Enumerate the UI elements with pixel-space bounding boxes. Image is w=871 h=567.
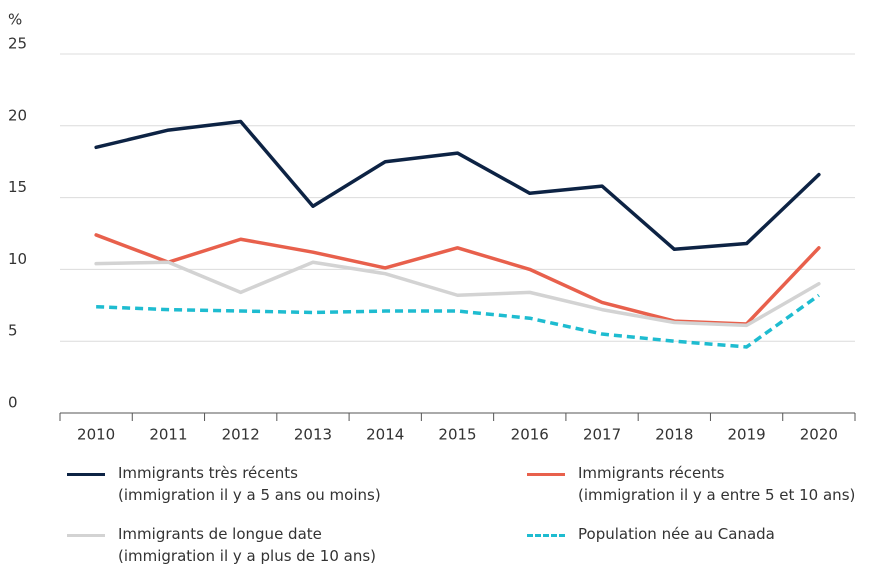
x-tick-label: 2018: [655, 426, 693, 441]
series-line: [96, 293, 820, 349]
y-tick-label: 5: [8, 322, 18, 340]
legend-label: Immigrants récents (immigration il y a e…: [578, 464, 856, 504]
y-axis-label: %: [8, 11, 22, 29]
legend-swatch: [67, 534, 105, 537]
legend-label: Population née au Canada: [578, 525, 775, 543]
x-tick-label: 2011: [149, 426, 187, 441]
series-line: [94, 119, 821, 252]
legend-swatch: [527, 473, 565, 476]
y-tick-label: 25: [8, 35, 27, 53]
legend-label: Immigrants très récents (immigration il …: [118, 464, 381, 504]
x-tick-label: 2012: [222, 426, 260, 441]
x-tick-label: 2016: [511, 426, 549, 441]
x-tick-label: 2014: [366, 426, 404, 441]
y-tick-label: 15: [8, 178, 27, 196]
legend-swatch: [67, 473, 105, 476]
legend-label: Immigrants de longue date (immigration i…: [118, 525, 377, 565]
y-tick-label: 10: [8, 250, 27, 268]
x-tick-label: 2010: [77, 426, 115, 441]
chart: % 0 5 10 15 20 25 2010 2011 2012 2013 2014 2015 2016…: [8, 11, 856, 441]
y-tick-label: 20: [8, 106, 27, 124]
x-tick-label: 2020: [800, 426, 838, 441]
x-tick-label: 2013: [294, 426, 332, 441]
series-line: [94, 260, 821, 328]
x-tick-label: 2017: [583, 426, 621, 441]
x-tick-label: 2019: [727, 426, 765, 441]
legend-swatch: [527, 534, 565, 537]
y-tick-label: 0: [8, 394, 18, 412]
x-tick-label: 2015: [438, 426, 476, 441]
